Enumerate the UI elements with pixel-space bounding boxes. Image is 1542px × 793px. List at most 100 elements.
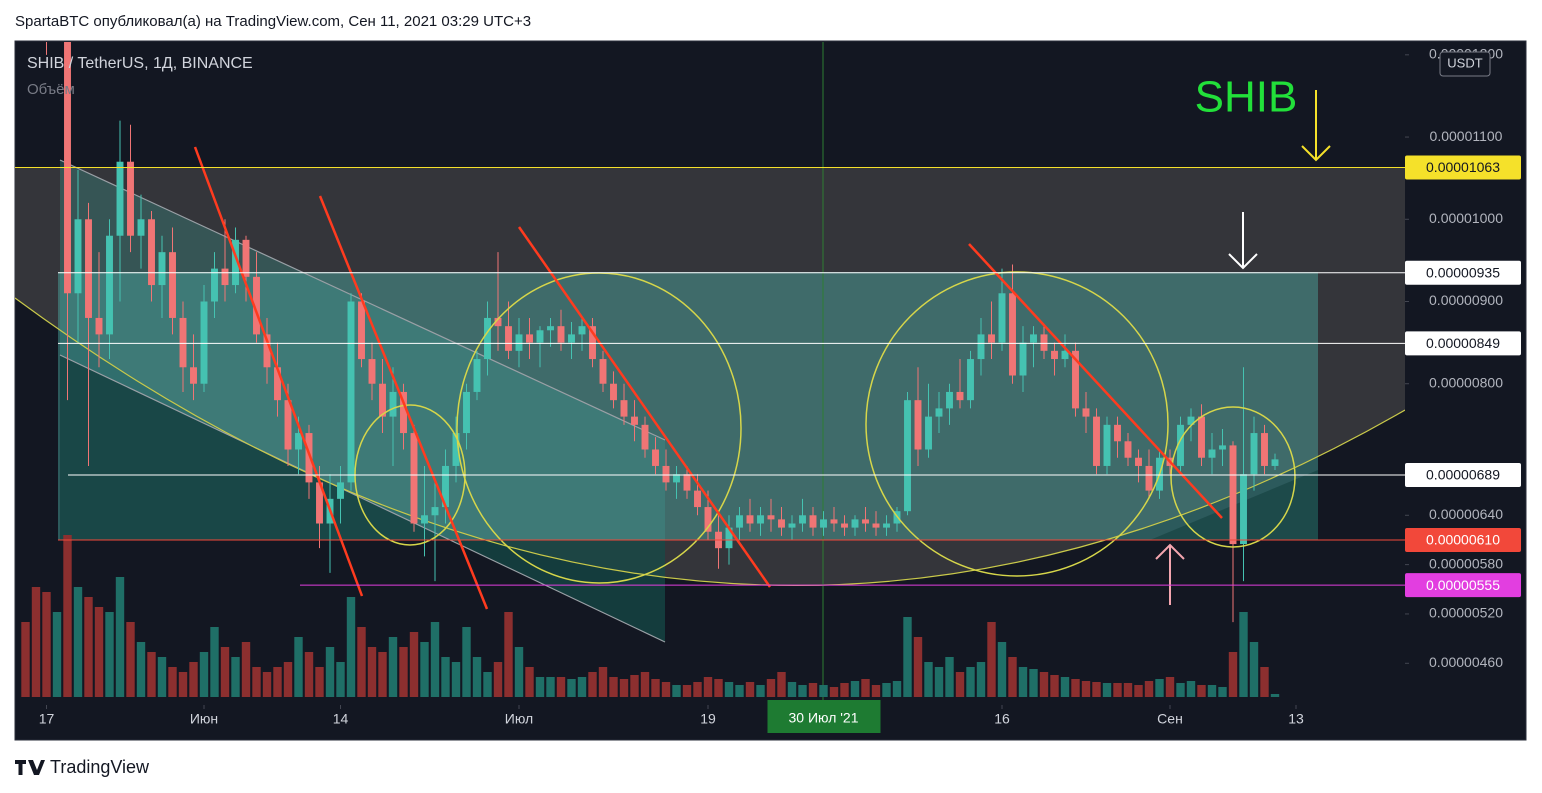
volume-bar [1176,683,1185,697]
volume-bar [1039,672,1049,697]
candle-body [1177,424,1184,466]
candle-body [169,252,176,318]
volume-bar [399,647,408,697]
candle-body [1040,334,1048,351]
volume-bar [787,682,797,697]
trend-line [517,226,772,588]
volume-bar [798,685,807,697]
candle-body [809,515,817,528]
candle-body [347,301,355,483]
price-label-box [1405,155,1521,180]
candle-body [1250,433,1258,475]
volume-bar [84,597,93,697]
candle-body [883,523,890,528]
y-tick-label: 0.00000640 [1429,506,1503,522]
candle-body [211,268,218,302]
candle-body [851,519,859,528]
candle-body [1208,449,1216,458]
volume-bar [651,679,660,697]
volume-bar [672,685,681,697]
candle-body [305,433,313,483]
candle-body [662,465,670,483]
candle-body [389,391,397,417]
volume-bar [598,667,608,697]
volume-bar [966,667,975,697]
volume-bar [1239,612,1248,697]
candle-body [683,474,691,491]
volume-bar [892,681,902,697]
candle-body [368,359,376,384]
candle-body [253,276,260,335]
volume-bar [472,657,482,697]
price-label-box [1405,260,1521,285]
candle-body [652,449,659,466]
x-tick-label: Сен [1157,711,1183,727]
volume-bar [336,662,345,697]
volume-bar [882,683,891,697]
volume-bar [955,672,965,697]
candle-body [788,523,796,528]
volume-bar [273,667,282,697]
volume-bar [367,647,377,697]
candle-body [568,334,575,343]
candle-body [1187,416,1195,425]
volume-bar [1270,694,1280,697]
volume-bar [1249,642,1259,697]
candle-body [358,301,365,360]
arrow [1228,212,1258,270]
candle-body [631,416,638,425]
header: SpartaBTC опубликовал(а) на TradingView.… [15,13,531,30]
volume-bar [168,667,177,697]
volume-bar [1144,681,1154,697]
volume-bar [94,607,104,697]
candle-body [494,317,502,327]
volume-bar [861,679,870,697]
volume-bar [1018,667,1028,697]
volume-bar [735,685,744,697]
volume-bar [1134,685,1143,697]
candle-body [473,359,481,392]
candle-body [431,507,439,516]
price-label: 0.00000610 [1426,532,1500,548]
volume-bar [997,642,1007,697]
candle-body [116,161,124,236]
volume-bar [1228,652,1238,697]
candle-body [610,383,617,401]
price-label: 0.00000555 [1426,577,1500,593]
volume-bar [178,672,188,697]
candle-body [925,416,932,450]
price-label-box [1405,462,1521,487]
volume-bar [63,535,72,697]
candle-body [862,519,869,524]
y-tick-label: 0.00000460 [1429,654,1503,670]
volume-bar [535,677,545,697]
volume-bar [126,622,135,697]
candle-body [127,161,134,236]
symbol-title: SHIB / TetherUS, 1Д, BINANCE [27,55,253,72]
volume-bar [850,681,860,697]
candle-body [1240,474,1247,545]
x-tick-label: 14 [333,711,349,727]
volume-bar [1207,685,1217,697]
volume-bar [31,587,41,697]
crosshair-box [767,700,881,733]
volume-bar [378,652,387,697]
candle-body [673,474,680,483]
volume-bar [262,672,272,697]
volume-bar [252,667,261,697]
volume-bar [241,642,251,697]
volume-bar [819,685,828,697]
volume-bar [199,652,209,697]
y-tick-label: 0.00000520 [1429,605,1503,621]
candle-body [515,334,523,351]
candle-body [274,367,281,401]
volume-bar [1050,675,1059,697]
volume-bar [388,637,398,697]
volume-bar [714,679,723,697]
candle-body [64,42,71,294]
x-tick-label: Июл [505,711,533,727]
volume-bar [304,652,314,697]
volume-bar [105,612,114,697]
volume-bar [210,627,219,697]
